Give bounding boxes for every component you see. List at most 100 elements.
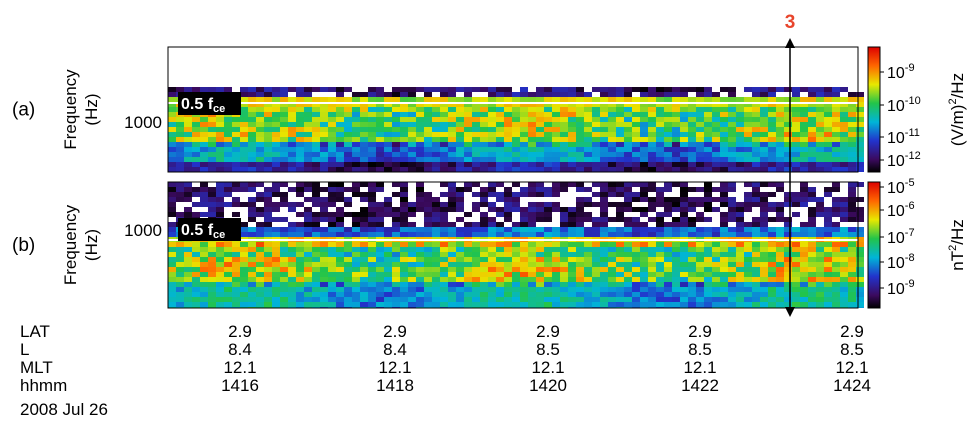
spectrogram-cell (712, 202, 720, 207)
spectrogram-cell (416, 92, 424, 97)
spectrogram-cell (632, 167, 640, 172)
spectrogram-cell (856, 232, 864, 237)
spectrogram-cell (272, 122, 280, 127)
spectrogram-cell (512, 117, 520, 122)
spectrogram-cell (528, 207, 536, 212)
spectrogram-cell (384, 282, 392, 287)
spectrogram-cell (720, 117, 728, 122)
spectrogram-cell (856, 307, 864, 308)
spectrogram-cell (296, 107, 304, 112)
spectrogram-cell (496, 182, 504, 187)
spectrogram-cell (504, 297, 512, 302)
spectrogram-cell (432, 257, 440, 262)
spectrogram-cell (544, 297, 552, 302)
spectrogram-cell (544, 207, 552, 212)
spectrogram-cell (576, 137, 584, 142)
spectrogram-cell (752, 167, 760, 172)
spectrogram-cell (360, 222, 368, 227)
spectrogram-cell (552, 282, 560, 287)
spectrogram-cell (784, 217, 792, 222)
spectrogram-cell (672, 137, 680, 142)
spectrogram-cell (624, 212, 632, 217)
spectrogram-cell (608, 107, 616, 112)
spectrogram-cell (760, 112, 768, 117)
spectrogram-cell (400, 192, 408, 197)
spectrogram-cell (344, 262, 352, 267)
spectrogram-cell (664, 247, 672, 252)
spectrogram-cell (672, 112, 680, 117)
spectrogram-cell (280, 182, 288, 187)
spectrogram-cell (792, 137, 800, 142)
spectrogram-cell (560, 97, 568, 102)
spectrogram-cell (264, 192, 272, 197)
spectrogram-cell (680, 277, 688, 282)
spectrogram-cell (600, 277, 608, 282)
spectrogram-cell (424, 92, 432, 97)
spectrogram-cell (688, 182, 696, 187)
spectrogram-cell (696, 147, 704, 152)
spectrogram-cell (280, 102, 288, 107)
spectrogram-cell (848, 102, 856, 107)
tick-base: 10 (887, 281, 905, 298)
spectrogram-cell (264, 277, 272, 282)
spectrogram-cell (704, 127, 712, 132)
spectrogram-cell (848, 197, 856, 202)
spectrogram-cell (632, 112, 640, 117)
spectrogram-cell (192, 282, 200, 287)
spectrogram-cell (176, 127, 184, 132)
spectrogram-cell (416, 162, 424, 167)
tick-exponent: -7 (905, 227, 915, 239)
spectrogram-cell (856, 192, 864, 197)
spectrogram-cell (624, 142, 632, 147)
spectrogram-cell (696, 152, 704, 157)
spectrogram-cell (304, 87, 312, 92)
spectrogram-cell (640, 122, 648, 127)
spectrogram-cell (376, 282, 384, 287)
spectrogram (168, 87, 864, 172)
spectrogram-cell (192, 212, 200, 217)
spectrogram-cell (416, 187, 424, 192)
spectrogram-cell (376, 127, 384, 132)
spectrogram-cell (664, 207, 672, 212)
spectrogram-cell (656, 292, 664, 297)
spectrogram-cell (240, 142, 248, 147)
spectrogram-cell (752, 222, 760, 227)
spectrogram-cell (256, 92, 264, 97)
spectrogram-cell (744, 272, 752, 277)
spectrogram-cell (352, 297, 360, 302)
spectrogram-cell (168, 227, 176, 232)
spectrogram-cell (736, 132, 744, 137)
spectrogram-cell (504, 272, 512, 277)
spectrogram-cell (248, 242, 256, 247)
spectrogram-cell (216, 117, 224, 122)
spectrogram-cell (200, 267, 208, 272)
spectrogram-cell (344, 87, 352, 92)
spectrogram-cell (448, 167, 456, 172)
spectrogram-cell (344, 137, 352, 142)
spectrogram-cell (424, 132, 432, 137)
spectrogram-cell (224, 272, 232, 277)
spectrogram-cell (232, 87, 240, 92)
spectrogram-cell (640, 117, 648, 122)
spectrogram-cell (384, 142, 392, 147)
spectrogram-cell (776, 92, 784, 97)
spectrogram-cell (240, 87, 248, 92)
spectrogram-cell (648, 157, 656, 162)
spectrogram-cell (408, 272, 416, 277)
spectrogram-cell (816, 107, 824, 112)
spectrogram-cell (192, 182, 200, 187)
spectrogram-cell (328, 132, 336, 137)
spectrogram-cell (432, 252, 440, 257)
spectrogram-cell (712, 127, 720, 132)
spectrogram-cell (784, 242, 792, 247)
spectrogram-cell (840, 282, 848, 287)
spectrogram-cell (304, 292, 312, 297)
spectrogram-cell (728, 247, 736, 252)
spectrogram-cell (264, 102, 272, 107)
spectrogram-cell (536, 187, 544, 192)
spectrogram-cell (824, 242, 832, 247)
spectrogram-cell (232, 302, 240, 307)
spectrogram-cell (280, 202, 288, 207)
spectrogram-cell (552, 277, 560, 282)
spectrogram-cell (480, 217, 488, 222)
